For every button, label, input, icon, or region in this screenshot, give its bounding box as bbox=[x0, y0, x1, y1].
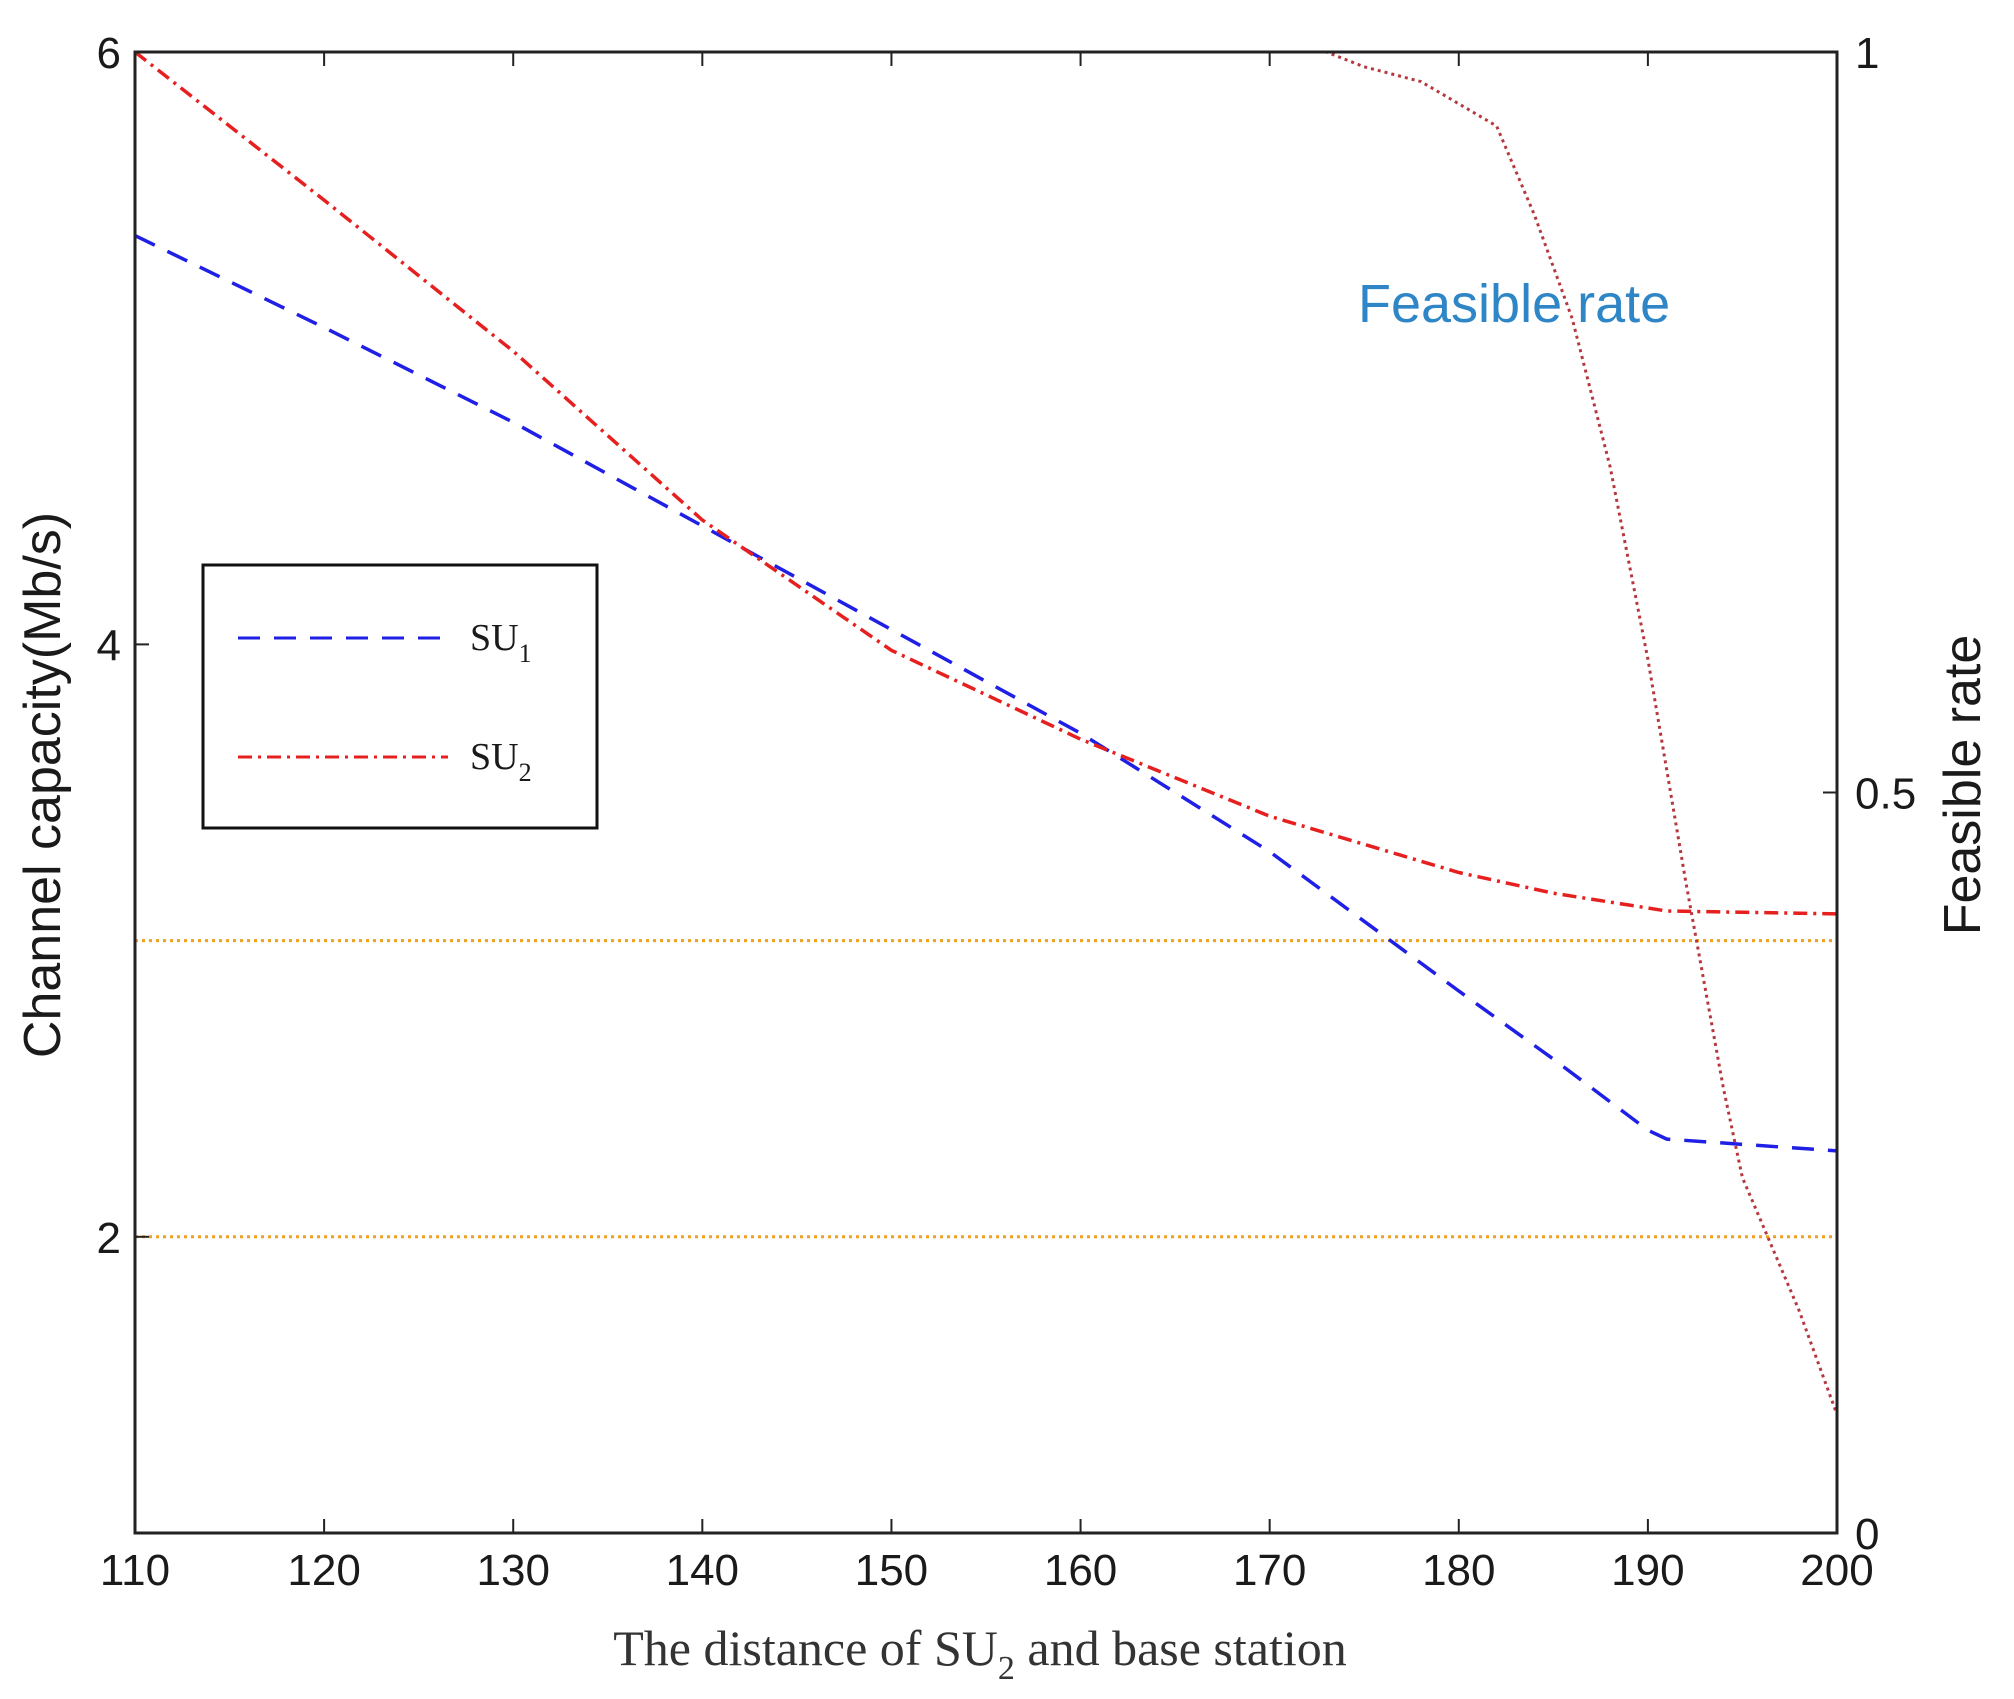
legend-label-su2: SU2 bbox=[470, 736, 532, 787]
x-tick-label: 150 bbox=[855, 1546, 928, 1595]
y2-axis-label: Feasible rate bbox=[1934, 635, 1992, 936]
x-axis-label: The distance of SU2 and base station bbox=[613, 1620, 1347, 1687]
series-line-0 bbox=[134, 234, 1838, 1153]
x-tick-label: 110 bbox=[100, 1546, 170, 1595]
y-axis-label: Channel capacity(Mb/s) bbox=[14, 512, 72, 1058]
series-line-1 bbox=[133, 50, 1838, 916]
tick-layer: 110 120 130 140 150 160 170 180 190 200 2 4 6 0 0.5 1 bbox=[97, 29, 1917, 1595]
y-tick-label: 2 bbox=[97, 1214, 121, 1263]
legend-label-su1: SU1 bbox=[470, 617, 532, 668]
y2-tick-label: 0.5 bbox=[1855, 770, 1916, 819]
x-tick-label: 190 bbox=[1611, 1546, 1684, 1595]
series-line-2 bbox=[135, 50, 1839, 1416]
legend-label-su2-sub: 2 bbox=[519, 758, 532, 787]
x-tick-label: 140 bbox=[666, 1546, 739, 1595]
x-tick-label: 170 bbox=[1233, 1546, 1306, 1595]
legend: SU1 SU2 bbox=[201, 563, 599, 830]
legend-label-su1-sub: 1 bbox=[519, 639, 532, 668]
legend-label-su1-main: SU bbox=[470, 617, 519, 659]
y-tick-label: 6 bbox=[97, 29, 121, 78]
x-axis-label-rest: and base station bbox=[1015, 1620, 1347, 1676]
y-tick-label: 4 bbox=[97, 621, 121, 670]
x-tick-label: 200 bbox=[1800, 1546, 1873, 1595]
y2-tick-label: 1 bbox=[1855, 29, 1879, 78]
series-layer bbox=[133, 50, 1839, 1416]
x-axis-label-main: The distance of SU bbox=[613, 1620, 998, 1676]
x-tick-label: 180 bbox=[1422, 1546, 1495, 1595]
x-tick-label: 130 bbox=[477, 1546, 550, 1595]
x-tick-label: 120 bbox=[287, 1546, 360, 1595]
feasible-rate-annotation: Feasible rate bbox=[1358, 274, 1670, 334]
x-tick-label: 160 bbox=[1044, 1546, 1117, 1595]
y2-tick-label: 0 bbox=[1855, 1510, 1879, 1559]
legend-label-su2-main: SU bbox=[470, 736, 519, 778]
legend-box bbox=[201, 563, 599, 830]
x-axis-label-subscript: 2 bbox=[998, 1650, 1015, 1687]
